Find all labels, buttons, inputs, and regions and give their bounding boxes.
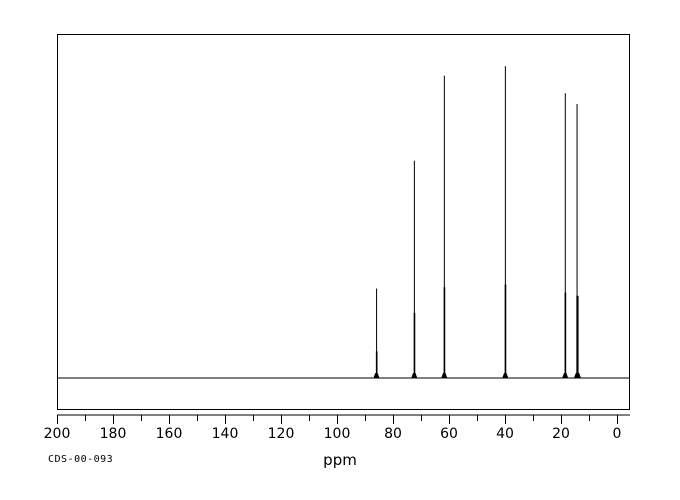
x-axis-tick-label: 120: [267, 426, 295, 442]
x-axis-title: ppm: [323, 451, 357, 469]
x-axis-tick-label: 60: [440, 426, 458, 442]
x-axis-tick-label: 0: [612, 426, 622, 442]
plot-area: [58, 35, 629, 409]
spectrum-trace: [58, 66, 629, 379]
x-axis-tick-label: 80: [384, 426, 402, 442]
x-axis-tick-label: 140: [211, 426, 239, 442]
x-axis-tick-label: 200: [43, 426, 71, 442]
x-axis-tick-label: 40: [496, 426, 514, 442]
x-axis-tick-label: 100: [323, 426, 351, 442]
x-axis-tick-label: 20: [552, 426, 570, 442]
plot-frame: [57, 34, 630, 410]
source-label: CDS-00-093: [48, 454, 114, 465]
x-axis-tick-label: 160: [155, 426, 183, 442]
x-axis-tick-label: 180: [99, 426, 127, 442]
